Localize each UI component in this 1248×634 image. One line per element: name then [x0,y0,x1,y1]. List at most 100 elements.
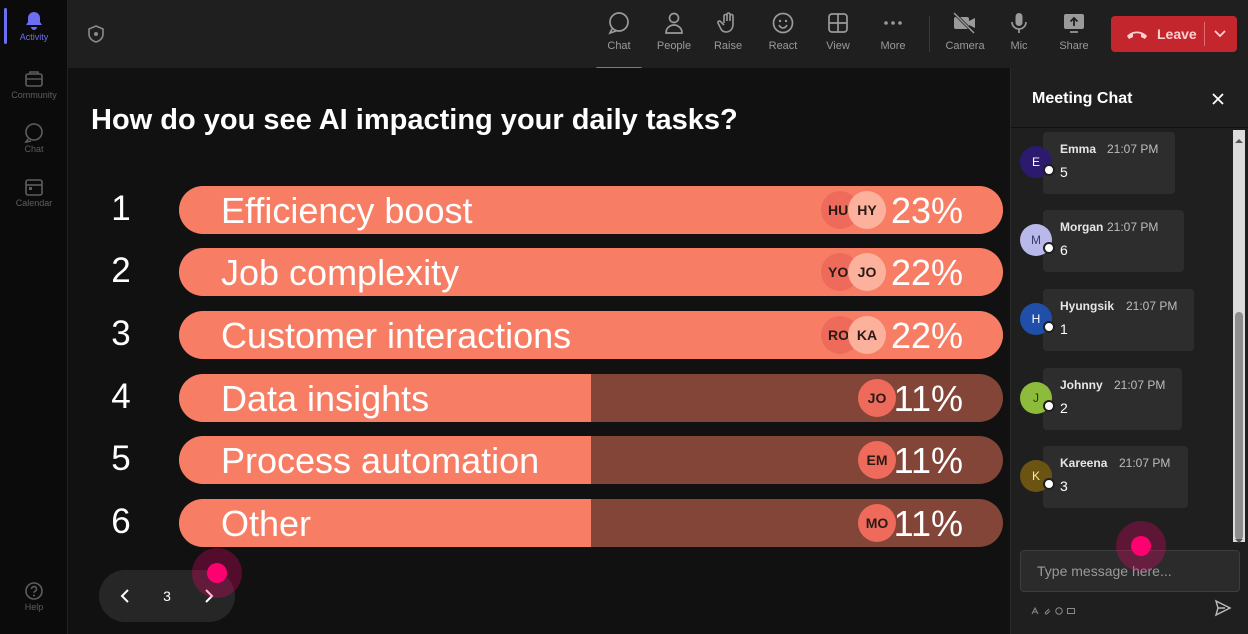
presence-status-icon [1043,164,1055,176]
voter-avatar[interactable]: JO [858,379,896,417]
message-text: 6 [1060,242,1068,258]
voter-avatar[interactable]: MO [858,504,896,542]
poll-option-number: 5 [111,439,131,478]
emoji-icon[interactable] [1055,602,1063,615]
toolbar-share-button[interactable]: Share [1049,10,1099,62]
presence-status-icon [1043,400,1055,412]
poll-option-number: 1 [111,189,131,228]
voter-avatar[interactable]: JO [848,253,886,291]
help-icon [23,580,45,602]
rail-item-chat[interactable]: Chat [0,112,68,166]
rail-item-activity[interactable]: Activity [0,0,68,54]
toolbar-react-button[interactable]: React [758,10,808,62]
scroll-down-arrow-icon[interactable] [1235,532,1243,543]
meeting-toolbar: Chat People Raise React View More Camera… [68,0,1248,70]
cursor-indicator [1116,521,1166,571]
close-icon[interactable] [1209,90,1227,108]
page-number: 3 [163,588,171,604]
poll-option-label: Job complexity [221,252,460,293]
calendar-icon [23,176,45,198]
format-icon[interactable] [1031,602,1039,615]
sender-name: Hyungsik [1060,299,1115,313]
poll-option-percent: 22% [890,315,963,356]
toolbar-mic-button[interactable]: Mic [994,10,1044,62]
attach-icon[interactable] [1043,602,1051,615]
sender-avatar[interactable]: J [1020,382,1055,414]
sender-avatar[interactable]: E [1020,146,1055,178]
voter-avatar[interactable]: EM [858,441,896,479]
community-icon [23,68,45,90]
smiley-icon [770,10,796,36]
sender-name: Emma [1060,142,1097,156]
voter-avatar[interactable]: HY [848,191,886,229]
chat-icon [606,10,632,36]
toolbar-view-button[interactable]: View [813,10,863,62]
toolbar-label: View [826,40,850,52]
toolbar-label: Share [1059,40,1089,52]
scrollbar-thumb[interactable] [1235,312,1243,540]
chat-bubble: Kareena 21:07 PM 3 [1043,446,1188,508]
poll-question: How do you see AI impacting your daily t… [91,104,738,136]
presence-status-icon [1043,321,1055,333]
leave-divider [1204,22,1205,46]
sender-name: Johnny [1060,378,1103,392]
rail-item-label: Chat [24,144,44,154]
poll-option-percent: 11% [893,503,963,544]
more-dots-icon [880,10,906,36]
toolbar-raise-button[interactable]: Raise [703,10,753,62]
toolbar-label: More [880,40,906,52]
gif-icon[interactable] [1067,602,1075,614]
toolbar-camera-button[interactable]: Camera [940,10,990,62]
chevron-left-icon[interactable] [115,586,135,606]
rail-item-help[interactable]: Help [0,570,68,624]
people-icon [661,10,687,36]
toolbar-more-button[interactable]: More [868,10,918,62]
poll-stage: How do you see AI impacting your daily t… [68,68,1010,634]
voter-avatar[interactable]: KA [848,316,886,354]
chat-bubble: Morgan 21:07 PM 6 [1043,210,1184,272]
app-rail: Activity Community Chat Calendar Help [0,0,68,634]
sender-avatar[interactable]: H [1020,303,1055,335]
chevron-down-icon[interactable] [1211,24,1229,42]
poll-option-bar: Job complexity 22% YO JO [179,248,1003,296]
toolbar-label: Raise [713,40,743,52]
leave-button[interactable]: Leave [1111,16,1237,52]
poll-option-number: 6 [111,502,131,541]
chat-icon [23,122,45,144]
share-screen-icon [1061,10,1087,36]
poll-option-label: Data insights [221,378,430,419]
message-timestamp: 21:07 PM [1126,299,1178,313]
poll-option-bar: Customer interactions 22% RO KA [179,311,1003,359]
message-input[interactable] [1021,551,1239,591]
chat-title: Meeting Chat [1032,90,1133,107]
send-icon[interactable] [1214,599,1232,617]
sender-avatar[interactable]: K [1020,460,1055,492]
poll-option-percent: 23% [890,190,963,231]
poll-option-bar: Process automation 11% EM [179,436,1003,484]
toolbar-chat-button[interactable]: Chat [594,10,644,70]
message-compose-box[interactable] [1020,550,1240,592]
toolbar-label: People [656,40,692,52]
rail-item-calendar[interactable]: Calendar [0,166,68,220]
toolbar-people-button[interactable]: People [649,10,699,62]
bell-icon [23,10,45,32]
scroll-up-arrow-icon[interactable] [1235,132,1243,143]
cursor-indicator [192,548,242,598]
shield-icon[interactable] [86,24,106,44]
avatar-initial: E [1031,155,1040,169]
chevron-right-icon[interactable] [199,586,219,606]
rail-item-community[interactable]: Community [0,58,68,112]
sender-avatar[interactable]: M [1020,224,1055,256]
rail-item-label: Calendar [15,198,53,208]
poll-option-number: 4 [111,377,131,416]
toolbar-label: React [768,40,798,52]
hang-up-icon [1125,24,1149,44]
rail-item-label: Help [24,602,44,612]
meeting-chat-panel: Meeting Chat Emma 21:07 PM 5 E Morgan 21:07 P… [1010,68,1248,634]
presence-status-icon [1043,478,1055,490]
poll-option-fill [179,374,591,422]
chat-scrollbar[interactable] [1233,130,1245,543]
poll-option-bar: Efficiency boost 23% HU HY [179,186,1003,234]
poll-option-fill [179,436,591,484]
avatar-initial: K [1031,469,1040,483]
